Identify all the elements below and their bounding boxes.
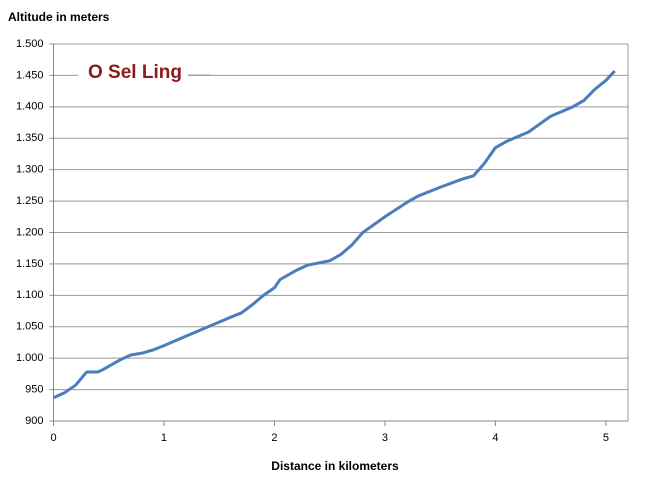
y-tick-label: 1.150 bbox=[16, 258, 44, 270]
y-tick-label: 1.000 bbox=[16, 352, 44, 364]
title-box bbox=[78, 58, 188, 88]
y-tick-label: 1.500 bbox=[16, 38, 44, 50]
y-tick-label: 1.400 bbox=[16, 101, 44, 113]
y-tick-label: 1.100 bbox=[16, 289, 44, 301]
y-tick-label: 1.250 bbox=[16, 195, 44, 207]
x-tick-label: 4 bbox=[492, 432, 498, 444]
x-tick-label: 2 bbox=[271, 432, 277, 444]
y-tick-label: 950 bbox=[25, 383, 43, 395]
chart-title: O Sel Ling bbox=[88, 62, 182, 83]
data-line bbox=[52, 69, 616, 400]
x-tick-label: 0 bbox=[50, 432, 56, 444]
x-tick-label: 3 bbox=[382, 432, 388, 444]
y-tick-label: 1.350 bbox=[16, 132, 44, 144]
y-tick-label: 1.050 bbox=[16, 321, 44, 333]
y-tick-label: 1.300 bbox=[16, 164, 44, 176]
y-tick-label: 900 bbox=[25, 415, 43, 427]
y-axis-label: Altitude in meters bbox=[8, 10, 110, 24]
x-tick-label: 1 bbox=[161, 432, 167, 444]
y-tick-label: 1.450 bbox=[16, 69, 44, 81]
x-axis-label: Distance in kilometers bbox=[271, 459, 399, 473]
x-tick-label: 5 bbox=[603, 432, 609, 444]
y-tick-label: 1.200 bbox=[16, 226, 44, 238]
